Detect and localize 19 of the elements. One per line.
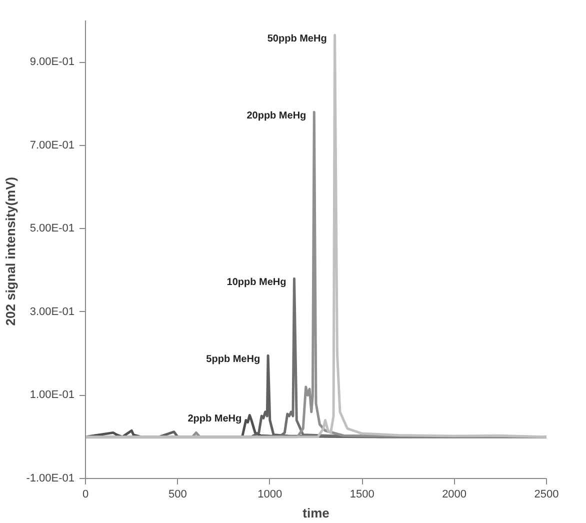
series-label: 2ppb MeHg (188, 414, 242, 425)
series-label: 5ppb MeHg (206, 354, 260, 366)
series-label: 20ppb MeHg (246, 110, 306, 122)
x-axis-title: time (302, 506, 330, 520)
y-tick-label: 7.00E-01 (30, 139, 75, 152)
series-label: 10ppb MeHg (226, 277, 286, 288)
x-tick-label: 0 (82, 488, 89, 500)
x-tick-label: 1500 (350, 488, 374, 500)
y-axis-title: 202 signal intensity(mV) (3, 176, 18, 326)
x-tick-label: 2500 (534, 488, 559, 500)
y-tick-label: 5.00E-01 (30, 222, 75, 235)
series-label: 50ppb MeHg (267, 34, 327, 45)
y-tick-label: -1.00E-01 (26, 472, 75, 484)
y-tick-label: 1.00E-01 (30, 389, 75, 402)
x-tick-label: 500 (168, 488, 187, 500)
y-tick-label: 9.00E-01 (30, 56, 75, 68)
x-tick-label: 2000 (442, 488, 467, 500)
y-tick-label: 3.00E-01 (30, 306, 75, 318)
x-tick-label: 1000 (258, 488, 282, 500)
